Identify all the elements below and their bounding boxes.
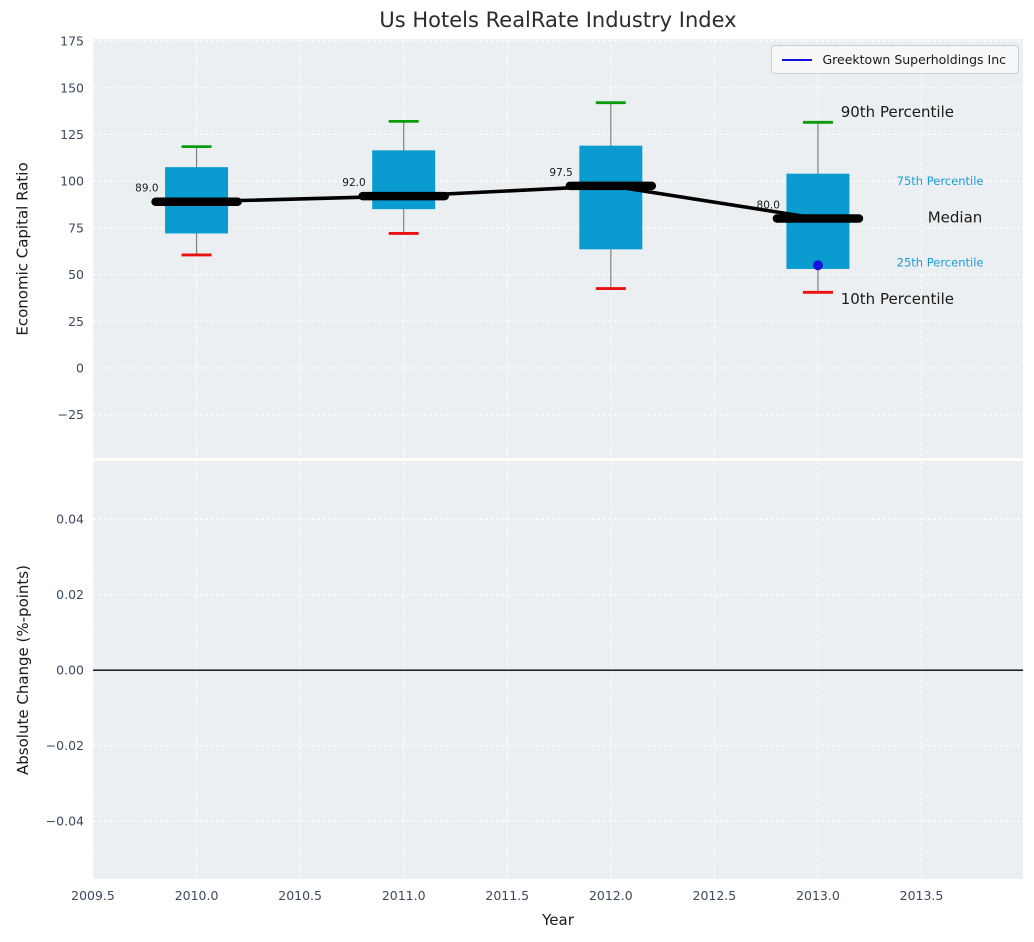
y-tick-label: 0.02 (56, 587, 84, 602)
y-tick-label: 0.00 (56, 663, 84, 678)
y-tick-label: −25 (58, 407, 84, 422)
annotation-10th-percentile: 10th Percentile (841, 290, 954, 308)
x-axis-label: Year (542, 911, 574, 929)
x-tick-label: 2010.0 (175, 888, 219, 903)
median-value-label: 92.0 (342, 177, 365, 189)
x-tick-label: 2011.5 (485, 888, 529, 903)
x-tick-label: 2012.0 (589, 888, 633, 903)
legend-line-swatch (782, 58, 813, 61)
y-tick-label: 25 (68, 314, 84, 329)
y-tick-label: 0.04 (56, 512, 84, 527)
annotation-median: Median (928, 209, 983, 227)
x-tick-label: 2009.5 (71, 888, 115, 903)
x-tick-label: 2012.5 (693, 888, 737, 903)
x-tick-label: 2011.0 (382, 888, 426, 903)
iqr-box (579, 145, 643, 250)
annotation-25th-percentile: 25th Percentile (897, 255, 984, 269)
median-value-label: 89.0 (135, 183, 158, 195)
y-tick-label: 75 (68, 220, 84, 235)
y-tick-label: 125 (60, 127, 84, 142)
y-tick-label: 0 (76, 360, 84, 375)
axes-background-0 (93, 39, 1023, 458)
annotation-75th-percentile: 75th Percentile (897, 174, 984, 188)
y-tick-label: 50 (68, 267, 84, 282)
legend-label: Greektown Superholdings Inc (822, 52, 1006, 67)
median-trend-line (196, 184, 819, 221)
chart-title: Us Hotels RealRate Industry Index (379, 8, 737, 32)
y-tick-label: −0.02 (46, 738, 84, 753)
y-tick-label: 100 (60, 174, 84, 189)
x-tick-label: 2013.0 (796, 888, 840, 903)
median-value-label: 97.5 (549, 167, 572, 179)
y-tick-label: 150 (60, 80, 84, 95)
x-tick-label: 2013.5 (900, 888, 944, 903)
company-point (812, 260, 823, 271)
x-tick-label: 2010.5 (278, 888, 322, 903)
legend: Greektown Superholdings Inc (771, 45, 1019, 74)
median-value-label: 80.0 (757, 200, 780, 212)
annotation-90th-percentile: 90th Percentile (841, 103, 954, 121)
y-tick-label: −0.04 (46, 814, 84, 829)
y-tick-label: 175 (60, 34, 84, 49)
